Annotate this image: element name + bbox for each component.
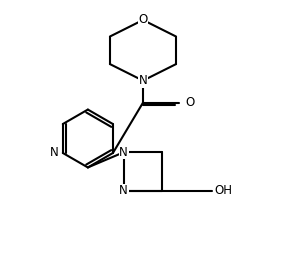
Text: N: N [119,184,128,198]
Text: N: N [119,146,128,159]
Text: N: N [50,147,59,160]
Text: OH: OH [215,184,233,198]
Text: O: O [186,96,195,109]
Text: O: O [138,14,148,27]
Text: N: N [139,74,147,87]
